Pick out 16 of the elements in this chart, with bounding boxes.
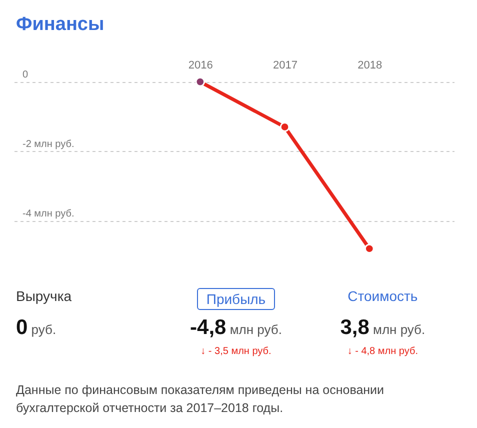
text: 0 руб. <box>16 316 58 340</box>
text: 3,8 млн руб. <box>339 316 426 340</box>
text: Выручка <box>16 288 73 306</box>
text: -4,8 млн руб. <box>189 316 283 340</box>
y-tick-label: 0 <box>22 69 28 80</box>
x-tick-label: 2018 <box>358 60 382 72</box>
text: Стоимость <box>346 288 419 306</box>
x-tick-label: 2016 <box>188 60 213 72</box>
text: Прибыль <box>197 288 275 310</box>
text: Данные по финансовым показателям приведены на основании бухгалтерской отчетности за 2017–2018 годы. <box>16 382 386 417</box>
y-tick-label: -2 млн руб. <box>22 138 74 150</box>
text: ↓ - 3,5 млн руб. <box>200 346 272 357</box>
x-tick-label: 2017 <box>273 60 298 72</box>
text: ↓ - 4,8 млн руб. <box>346 346 419 357</box>
y-tick-label: -4 млн руб. <box>22 208 74 220</box>
chart-title: Финансы <box>16 14 104 36</box>
